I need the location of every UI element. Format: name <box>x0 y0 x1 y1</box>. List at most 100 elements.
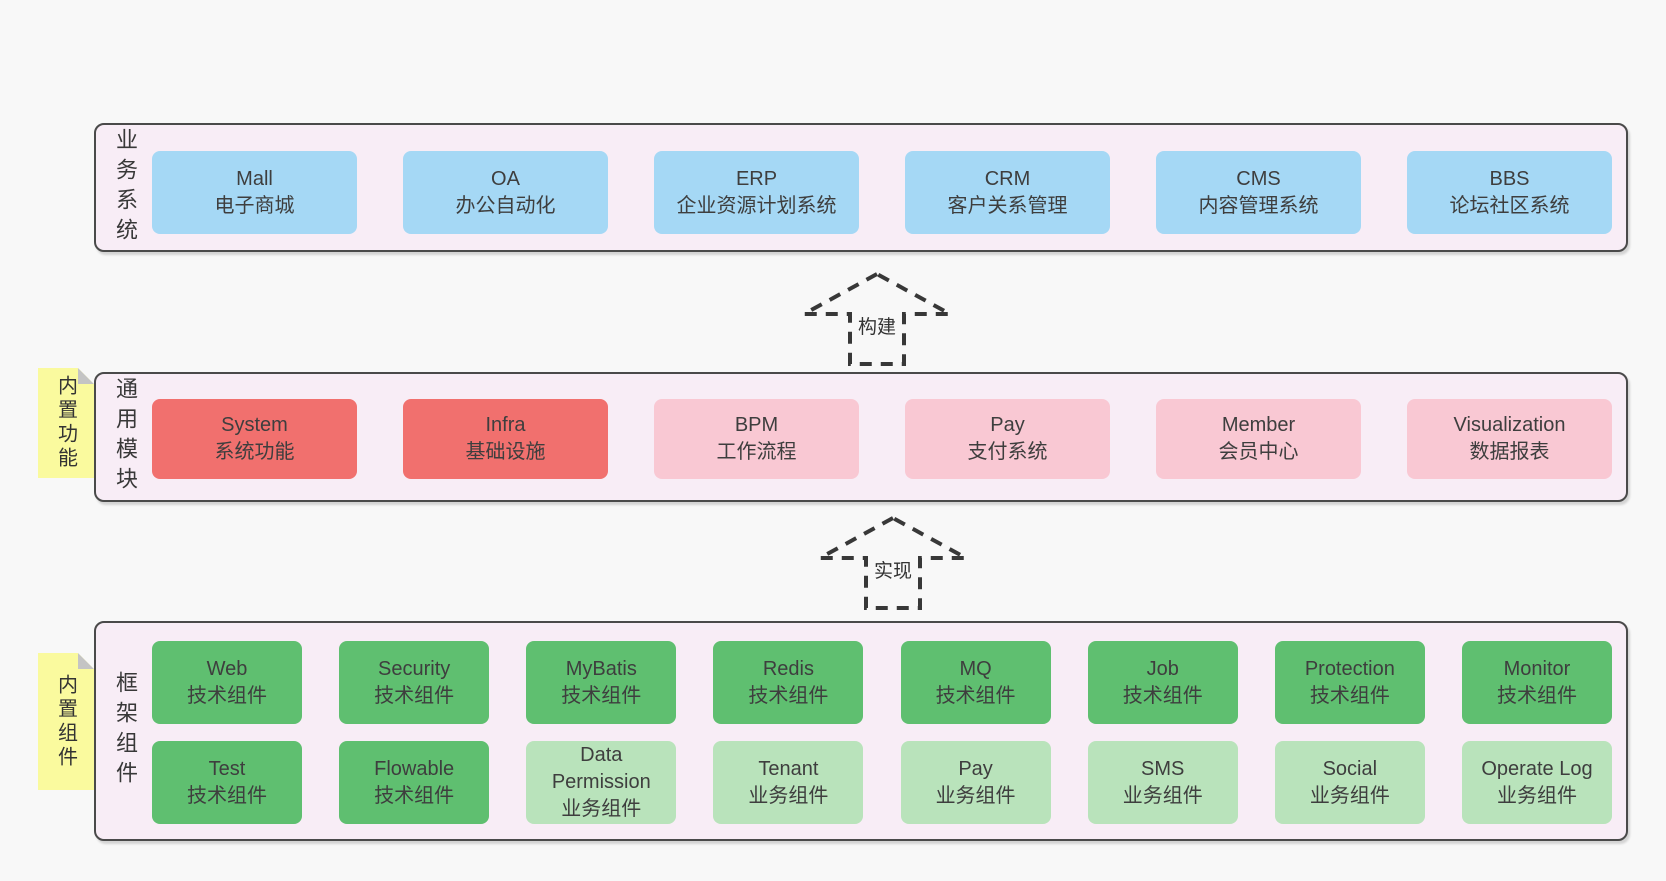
box-job: Job 技术组件 <box>1087 641 1238 724</box>
box-desc-label: 技术组件 <box>187 784 267 807</box>
box-desc-label: 客户关系管理 <box>947 194 1068 217</box>
dashed-up-arrow-icon <box>819 516 967 610</box>
box-pay-module: Pay 支付系统 <box>905 399 1110 479</box>
box-name-label: Web <box>206 657 248 680</box>
box-name-label: Monitor <box>1503 657 1571 680</box>
box-bbs: BBS 论坛社区系统 <box>1407 151 1612 234</box>
sticky-note-builtin-features: 内置功能 <box>38 368 94 478</box>
box-desc-label: 企业资源计划系统 <box>676 194 837 217</box>
box-name-label: Job <box>1146 657 1179 680</box>
box-name-label: MyBatis <box>565 657 637 680</box>
box-desc-label: 技术组件 <box>374 684 455 707</box>
note-text: 内置组件 <box>54 673 77 770</box>
box-desc-label: 业务组件 <box>748 784 829 807</box>
arrow-implement: 实现 <box>818 516 968 610</box>
box-name-label: SMS <box>1141 757 1185 780</box>
box-mybatis: MyBatis 技术组件 <box>526 641 677 724</box>
box-desc-label: 技术组件 <box>374 784 455 807</box>
note-text: 内置功能 <box>54 375 77 471</box>
box-name-label: BPM <box>734 414 779 436</box>
box-desc-label: 电子商城 <box>214 194 295 217</box>
box-desc-label: 内容管理系统 <box>1198 194 1319 217</box>
box-tenant: Tenant 业务组件 <box>713 741 864 824</box>
band-framework-components: 框架组件 Web 技术组件 Security 技术组件 MyBatis 技术组件… <box>94 621 1628 841</box>
band-label-business: 业务系统 <box>113 127 138 248</box>
box-data-permission: Data Permission 业务组件 <box>526 741 677 824</box>
box-social: Social 业务组件 <box>1274 741 1425 824</box>
box-name-label: OA <box>491 167 520 190</box>
box-infra: Infra 基础设施 <box>403 399 608 479</box>
components-box-row-1: Web 技术组件 Security 技术组件 MyBatis 技术组件 Redi… <box>152 641 1612 724</box>
box-flowable: Flowable 技术组件 <box>339 741 490 824</box>
box-monitor: Monitor 技术组件 <box>1461 641 1612 724</box>
box-name-label: Member <box>1221 414 1296 436</box>
band-business-systems: 业务系统 Mall 电子商城 OA 办公自动化 ERP 企业资源计划系统 CRM… <box>94 123 1628 252</box>
box-name-label: System <box>221 414 288 436</box>
business-box-row: Mall 电子商城 OA 办公自动化 ERP 企业资源计划系统 CRM 客户关系… <box>152 151 1612 234</box>
box-erp: ERP 企业资源计划系统 <box>654 151 859 234</box>
box-name-label: Protection <box>1304 657 1395 680</box>
box-name-label: Test <box>208 757 246 780</box>
arrow-build: 构建 <box>802 272 952 366</box>
band-label-components: 框架组件 <box>113 671 138 791</box>
box-bpm: BPM 工作流程 <box>654 399 859 479</box>
arrow-build-label: 构建 <box>853 312 901 339</box>
box-desc-label: 业务组件 <box>1496 784 1577 807</box>
arrow-implement-label: 实现 <box>869 556 917 583</box>
box-desc-label: 基础设施 <box>465 441 546 463</box>
box-desc-label: 技术组件 <box>1496 684 1577 707</box>
box-name-label: Security <box>378 657 451 680</box>
box-desc-label: 业务组件 <box>1122 784 1203 807</box>
box-desc-label: 业务组件 <box>561 798 642 820</box>
box-visualization: Visualization 数据报表 <box>1407 399 1612 479</box>
box-member: Member 会员中心 <box>1156 399 1361 479</box>
box-desc-label: 技术组件 <box>561 684 642 707</box>
band-common-modules: 通用模块 System 系统功能 Infra 基础设施 BPM 工作流程 Pay… <box>94 372 1628 502</box>
band-label-modules: 通用模块 <box>113 377 138 497</box>
box-desc-label: 数据报表 <box>1469 441 1550 463</box>
box-web: Web 技术组件 <box>152 641 302 724</box>
box-redis: Redis 技术组件 <box>713 641 864 724</box>
box-name-label: CRM <box>984 167 1031 190</box>
box-name-label: Mall <box>236 167 273 190</box>
note-fold-corner-icon <box>78 368 94 384</box>
box-sms: SMS 业务组件 <box>1087 741 1238 824</box>
box-desc-label: 技术组件 <box>187 684 267 707</box>
box-mq: MQ 技术组件 <box>900 641 1051 724</box>
box-name-label: Visualization <box>1453 414 1566 436</box>
box-operate-log: Operate Log 业务组件 <box>1461 741 1612 824</box>
box-name-label: ERP <box>735 167 778 190</box>
box-name-label: CMS <box>1236 167 1281 190</box>
box-desc-label: 技术组件 <box>935 684 1016 707</box>
box-test: Test 技术组件 <box>152 741 302 824</box>
box-name-label: Operate Log <box>1481 757 1593 780</box>
box-name-label: Redis <box>762 657 814 680</box>
modules-box-row: System 系统功能 Infra 基础设施 BPM 工作流程 Pay 支付系统… <box>152 399 1612 479</box>
box-name-label: Flowable <box>374 757 455 780</box>
box-desc-label: 办公自动化 <box>455 194 556 217</box>
box-desc-label: 业务组件 <box>1309 784 1390 807</box>
box-name-label: Pay <box>990 414 1025 436</box>
box-name-label: BBS <box>1489 167 1530 190</box>
box-name-label: Infra <box>485 414 526 436</box>
dashed-up-arrow-icon <box>803 272 951 366</box>
box-mall: Mall 电子商城 <box>152 151 357 234</box>
box-name-label: Pay <box>958 757 993 780</box>
box-desc-label: 论坛社区系统 <box>1449 194 1570 217</box>
box-system: System 系统功能 <box>152 399 357 479</box>
box-name-label: Data Permission <box>551 744 651 793</box>
box-pay-component: Pay 业务组件 <box>900 741 1051 824</box>
box-cms: CMS 内容管理系统 <box>1156 151 1361 234</box>
box-oa: OA 办公自动化 <box>403 151 608 234</box>
box-name-label: MQ <box>959 657 992 680</box>
sticky-note-builtin-components: 内置组件 <box>38 653 94 790</box>
box-desc-label: 工作流程 <box>716 441 797 463</box>
box-name-label: Tenant <box>758 757 819 780</box>
box-desc-label: 技术组件 <box>748 684 829 707</box>
box-desc-label: 技术组件 <box>1122 684 1203 707</box>
components-box-row-2: Test 技术组件 Flowable 技术组件 Data Permission … <box>152 741 1612 824</box>
box-security: Security 技术组件 <box>339 641 490 724</box>
box-desc-label: 支付系统 <box>967 441 1048 463</box>
box-desc-label: 系统功能 <box>214 441 295 463</box>
